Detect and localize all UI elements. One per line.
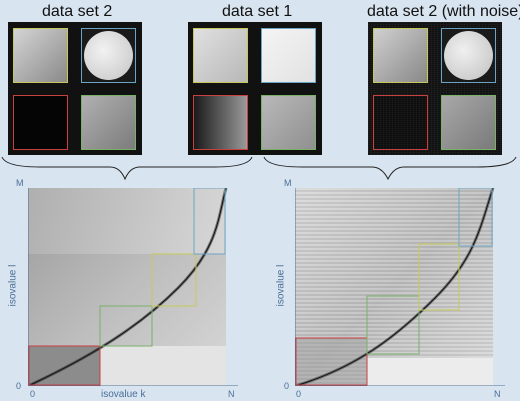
tile-bottom-right xyxy=(81,95,136,150)
right-map-x-end: N xyxy=(494,389,501,399)
left-map-x-end: N xyxy=(228,389,235,399)
tile-bottom-left xyxy=(13,95,68,150)
similarity-map-left xyxy=(28,188,238,386)
circle-shape xyxy=(444,31,493,80)
tile-top-right xyxy=(441,28,496,83)
circle-shape xyxy=(84,31,133,80)
right-map-origin-y: 0 xyxy=(284,381,290,391)
right-map-origin-x: 0 xyxy=(296,389,302,399)
tile-top-left xyxy=(13,28,68,83)
brace-left xyxy=(1,156,253,181)
tile-top-left xyxy=(373,28,428,83)
panel-data-set-1 xyxy=(188,22,322,155)
left-map-y-end: M xyxy=(16,178,24,188)
left-map-origin-x: 0 xyxy=(30,389,36,399)
right-map-y-end: M xyxy=(284,178,292,188)
brace-right xyxy=(263,156,517,181)
left-map-x-label: isovalue k xyxy=(101,389,146,400)
tile-bottom-right xyxy=(441,95,496,150)
tile-bottom-right xyxy=(261,95,316,150)
tile-top-right xyxy=(261,28,316,83)
left-map-origin-y: 0 xyxy=(16,381,22,391)
left-map-y-label: isovalue l xyxy=(7,264,19,307)
right-map-y-label: isovalue l xyxy=(275,264,287,307)
panel-title-right: data set 2 (with noise) xyxy=(367,3,520,20)
panel-data-set-2-noise xyxy=(368,22,502,155)
tile-bottom-left xyxy=(193,95,248,150)
tile-top-left xyxy=(193,28,248,83)
panel-data-set-2 xyxy=(8,22,142,155)
tile-bottom-left xyxy=(373,95,428,150)
tile-top-right xyxy=(81,28,136,83)
panel-title-left: data set 2 xyxy=(42,3,113,20)
panel-title-middle: data set 1 xyxy=(222,3,293,20)
similarity-map-right xyxy=(295,188,505,386)
